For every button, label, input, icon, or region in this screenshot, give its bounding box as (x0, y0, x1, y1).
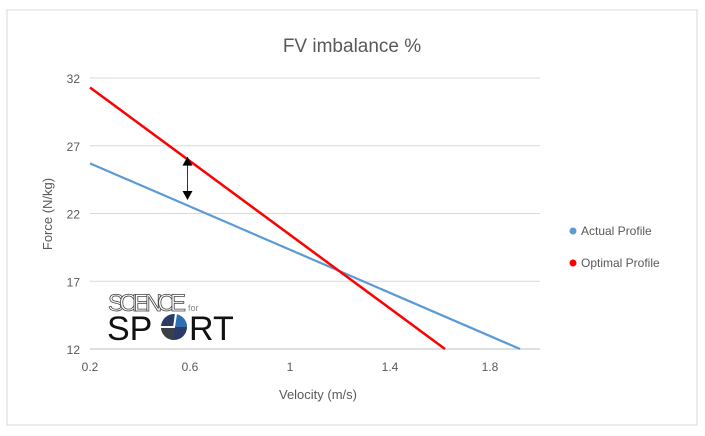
x-tick-label: 0.6 (182, 360, 199, 374)
logo-ball-icon (161, 313, 187, 340)
chart-border (6, 9, 698, 426)
y-axis-label: Force (N/kg) (40, 178, 55, 250)
logo-sp: SP (107, 310, 152, 348)
y-tick-label: 12 (67, 343, 81, 357)
x-tick-label: 1.8 (482, 360, 499, 374)
arrow-head-down (182, 190, 193, 200)
series-line-actual (89, 162, 521, 351)
legend-marker (569, 259, 577, 267)
arrow-head-up (182, 156, 193, 166)
series-line-optimal (89, 86, 446, 351)
legend-label: Actual Profile (581, 224, 652, 238)
y-tick-label: 22 (67, 208, 81, 222)
x-axis-label: Velocity (m/s) (279, 387, 357, 402)
legend-marker (569, 227, 577, 235)
logo-science: SCIENCE (108, 290, 186, 317)
logo-rt: RT (189, 310, 234, 348)
y-tick-label: 27 (67, 140, 81, 154)
legend-label: Optimal Profile (581, 256, 660, 270)
chart-title: FV imbalance % (283, 36, 421, 57)
science-for-sport-logo: SCIENCE for SP RT (107, 290, 234, 348)
x-tick-label: 0.2 (82, 360, 99, 374)
logo-for: for (188, 303, 199, 313)
y-tick-label: 32 (67, 72, 81, 86)
x-tick-label: 1 (287, 360, 294, 374)
y-tick-label: 17 (67, 275, 81, 289)
x-tick-label: 1.4 (382, 360, 399, 374)
